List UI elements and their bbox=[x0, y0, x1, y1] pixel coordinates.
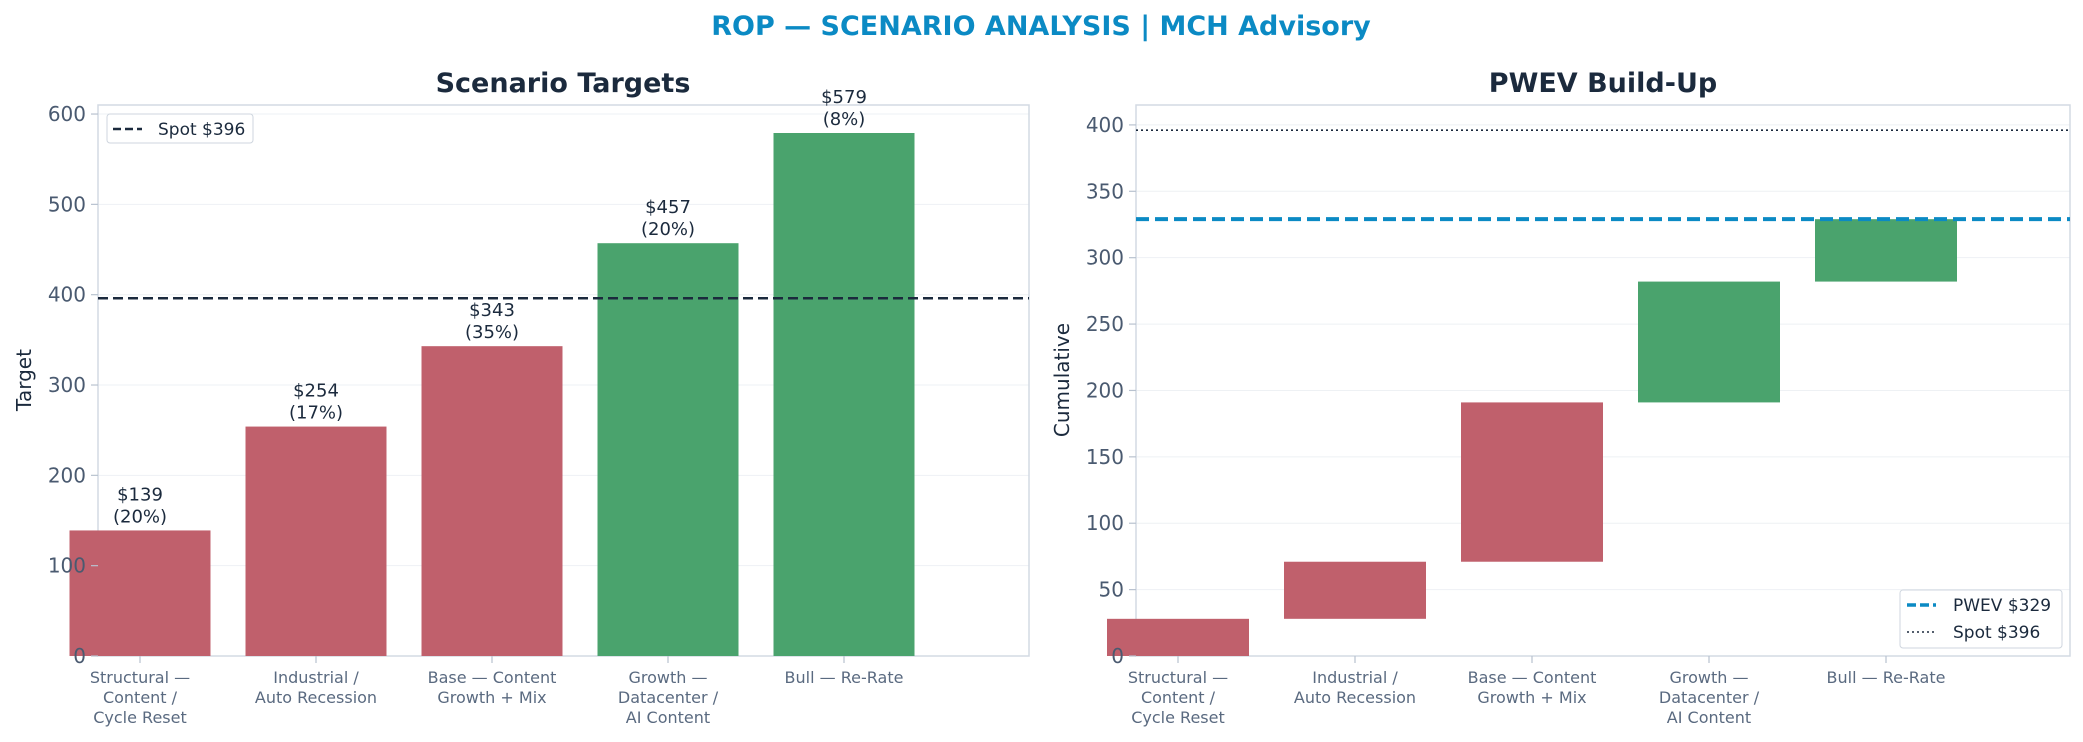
bar-value-label-5: $579 (8%) bbox=[821, 87, 867, 130]
bar-value-label-2: $254 (17%) bbox=[289, 381, 343, 424]
x-tick-label-line: Base — Content bbox=[1468, 668, 1597, 687]
bar-value-label-line: $139 bbox=[117, 484, 163, 505]
x-tick-label-line: Structural — bbox=[1128, 668, 1228, 687]
legend-label-spot: Spot $396 bbox=[1953, 623, 2040, 643]
x-tick-label-bull-re-rate: Bull — Re-Rate bbox=[1827, 668, 1946, 687]
bar-value-labels: $139 (20%)$254 (17%)$343 (35%)$457 (20%)$579… bbox=[113, 87, 867, 527]
x-tick-label-line: Growth — bbox=[1670, 668, 1749, 687]
waterfall-step-2 bbox=[1284, 561, 1426, 619]
figure-suptitle: ROP — SCENARIO ANALYSIS | MCH Advisory bbox=[711, 11, 1371, 42]
y-tick-label-150: 150 bbox=[1086, 445, 1124, 469]
x-tick-label-line: Cycle Reset bbox=[1131, 708, 1225, 727]
y-tick-label-0: 0 bbox=[73, 644, 86, 668]
y-tick-label-250: 250 bbox=[1086, 312, 1124, 336]
bar-value-label-1: $139 (20%) bbox=[113, 484, 167, 527]
x-axis-ticks: Structural — Content / Cycle Reset Industri… bbox=[90, 656, 904, 727]
x-tick-label-line: AI Content bbox=[1667, 708, 1751, 727]
y-axis-ticks: 0 50 100 150 200 250 300 350 400 bbox=[1086, 113, 1136, 668]
y-tick-label-0: 0 bbox=[1111, 644, 1124, 668]
waterfall-series bbox=[1107, 219, 1957, 656]
bar-4 bbox=[597, 243, 739, 656]
y-tick-label-100: 100 bbox=[1086, 511, 1124, 535]
panel-pwev-build-up: 0 50 100 150 200 250 300 350 400 Structural — Con… bbox=[1050, 68, 2071, 727]
y-tick-label-600: 600 bbox=[48, 102, 86, 126]
legend-box bbox=[1899, 589, 2063, 649]
bar-value-label-line: $254 bbox=[293, 381, 339, 402]
bar-value-label-line: $457 bbox=[645, 197, 691, 218]
y-tick-label-100: 100 bbox=[48, 554, 86, 578]
x-tick-label-line: AI Content bbox=[626, 708, 710, 727]
legend-label-spot: Spot $396 bbox=[158, 120, 245, 140]
x-tick-label-line: Content / bbox=[103, 688, 178, 707]
x-tick-label-industrial-auto-recession: Industrial / Auto Recession bbox=[1294, 668, 1416, 707]
bar-1 bbox=[69, 530, 211, 656]
y-tick-label-300: 300 bbox=[1086, 246, 1124, 270]
chart-title: Scenario Targets bbox=[436, 68, 691, 99]
x-tick-label-line: Growth — bbox=[629, 668, 708, 687]
x-tick-label-base-content-growth-mix: Base — Content Growth + Mix bbox=[1468, 668, 1597, 707]
x-axis-ticks: Structural — Content / Cycle Reset Industri… bbox=[1128, 656, 1946, 727]
x-tick-label-structural-content-cycle-reset: Structural — Content / Cycle Reset bbox=[1128, 668, 1228, 727]
panel-scenario-targets: 0 100 200 300 400 500 600 Structural — Content … bbox=[12, 68, 1030, 727]
bar-value-label-line: (17%) bbox=[289, 403, 343, 424]
legend-box bbox=[106, 113, 254, 144]
y-tick-label-350: 350 bbox=[1086, 179, 1124, 203]
x-tick-label-industrial-auto-recession: Industrial / Auto Recession bbox=[255, 668, 377, 707]
waterfall-step-5 bbox=[1815, 219, 1957, 282]
y-tick-label-400: 400 bbox=[48, 283, 86, 307]
y-axis-label: Cumulative bbox=[1050, 323, 1074, 437]
waterfall-step-4 bbox=[1638, 281, 1780, 403]
x-tick-label-line: Bull — Re-Rate bbox=[1827, 668, 1946, 687]
x-tick-label-growth-datacenter-ai-content: Growth — Datacenter / AI Content bbox=[1659, 668, 1760, 727]
grid-lines bbox=[1136, 124, 2070, 657]
bar-value-label-line: $579 bbox=[821, 87, 867, 108]
x-tick-label-line: Content / bbox=[1141, 688, 1216, 707]
bar-5 bbox=[773, 133, 915, 656]
y-tick-label-200: 200 bbox=[48, 463, 86, 487]
x-tick-label-line: Cycle Reset bbox=[93, 708, 187, 727]
legend-label-pwev: PWEV $329 bbox=[1953, 596, 2051, 616]
y-tick-label-400: 400 bbox=[1086, 113, 1124, 137]
bar-value-label-4: $457 (20%) bbox=[641, 197, 695, 240]
bar-series bbox=[69, 133, 915, 656]
x-tick-label-line: Auto Recession bbox=[1294, 688, 1416, 707]
x-tick-label-structural-content-cycle-reset: Structural — Content / Cycle Reset bbox=[90, 668, 190, 727]
bar-3 bbox=[421, 346, 563, 656]
waterfall-step-1 bbox=[1107, 618, 1249, 656]
y-tick-label-200: 200 bbox=[1086, 378, 1124, 402]
y-tick-label-500: 500 bbox=[48, 192, 86, 216]
x-tick-label-base-content-growth-mix: Base — Content Growth + Mix bbox=[428, 668, 557, 707]
y-axis-label: Target bbox=[12, 349, 36, 412]
reference-lines bbox=[1136, 129, 2070, 222]
bar-value-label-line: (20%) bbox=[641, 219, 695, 240]
x-tick-label-line: Growth + Mix bbox=[1477, 688, 1586, 707]
y-tick-label-300: 300 bbox=[48, 373, 86, 397]
x-tick-label-growth-datacenter-ai-content: Growth — Datacenter / AI Content bbox=[618, 668, 719, 727]
plot-frame bbox=[97, 104, 1030, 657]
plot-frame bbox=[1135, 104, 2071, 657]
x-tick-label-line: Structural — bbox=[90, 668, 190, 687]
x-tick-label-bull-re-rate: Bull — Re-Rate bbox=[785, 668, 904, 687]
x-tick-label-line: Datacenter / bbox=[1659, 688, 1760, 707]
bar-value-label-line: $343 bbox=[469, 300, 515, 321]
x-tick-label-line: Auto Recession bbox=[255, 688, 377, 707]
y-axis-ticks: 0 100 200 300 400 500 600 bbox=[48, 102, 98, 668]
bar-value-label-line: (8%) bbox=[823, 109, 866, 130]
y-tick-label-50: 50 bbox=[1099, 578, 1124, 602]
x-tick-label-line: Datacenter / bbox=[618, 688, 719, 707]
x-tick-label-line: Growth + Mix bbox=[437, 688, 546, 707]
x-tick-label-line: Base — Content bbox=[428, 668, 557, 687]
chart-title: PWEV Build-Up bbox=[1489, 68, 1717, 99]
bar-value-label-3: $343 (35%) bbox=[465, 300, 519, 343]
bar-value-label-line: (20%) bbox=[113, 506, 167, 527]
x-tick-label-line: Bull — Re-Rate bbox=[785, 668, 904, 687]
legend: PWEV $329 Spot $396 bbox=[1899, 589, 2063, 649]
bar-2 bbox=[245, 426, 387, 656]
x-tick-label-line: Industrial / bbox=[273, 668, 359, 687]
waterfall-step-3 bbox=[1461, 402, 1603, 562]
legend: Spot $396 bbox=[106, 113, 254, 144]
bar-value-label-line: (35%) bbox=[465, 322, 519, 343]
x-tick-label-line: Industrial / bbox=[1312, 668, 1398, 687]
